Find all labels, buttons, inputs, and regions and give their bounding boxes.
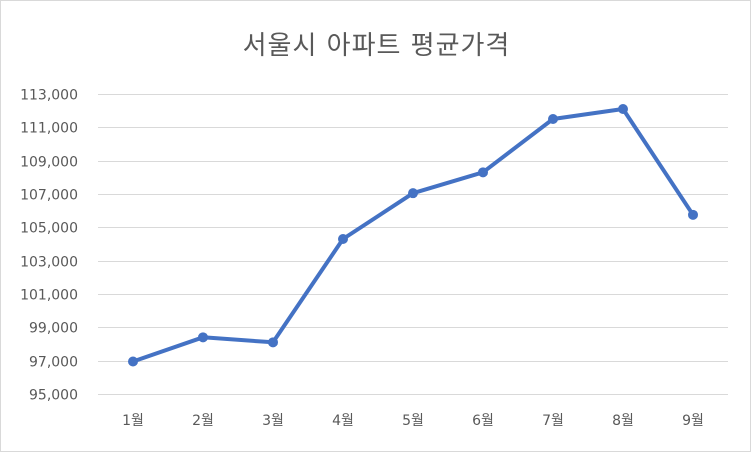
y-tick-label: 105,000 [20,221,78,237]
data-point [268,337,278,348]
y-axis-tick-labels: 95,000 97,000 99,000 101,000 103,000 105,000 1… [20,88,78,404]
data-point [618,104,628,114]
y-tick-label: 95,000 [29,388,78,404]
x-tick-label: 8월 [612,413,634,429]
data-point [128,356,138,367]
y-tick-label: 107,000 [20,188,78,204]
x-axis-tick-labels: 1월 2월 3월 4월 5월 6월 7월 8월 9월 [122,413,704,429]
data-point [548,114,558,124]
y-tick-label: 103,000 [20,255,78,271]
x-tick-label: 2월 [192,413,214,429]
data-point [338,234,348,244]
y-tick-label: 97,000 [29,355,78,371]
data-point [408,188,418,199]
y-tick-label: 113,000 [20,88,78,104]
data-point [478,167,488,178]
x-tick-label: 3월 [262,413,284,429]
data-series [128,104,698,367]
y-tick-label: 101,000 [20,288,78,304]
y-tick-label: 111,000 [20,121,78,137]
x-tick-label: 9월 [682,413,704,429]
data-point [688,209,698,220]
y-tick-label: 109,000 [20,155,78,171]
series-line [131,107,695,364]
chart-title: 서울시 아파트 평균가격 [242,31,511,61]
x-tick-label: 1월 [122,413,144,429]
gridlines [98,94,728,395]
x-tick-label: 4월 [332,413,354,429]
x-tick-label: 5월 [402,413,424,429]
data-point [198,332,208,343]
y-tick-label: 99,000 [29,321,78,337]
x-tick-label: 7월 [542,413,564,429]
x-tick-label: 6월 [472,413,494,429]
